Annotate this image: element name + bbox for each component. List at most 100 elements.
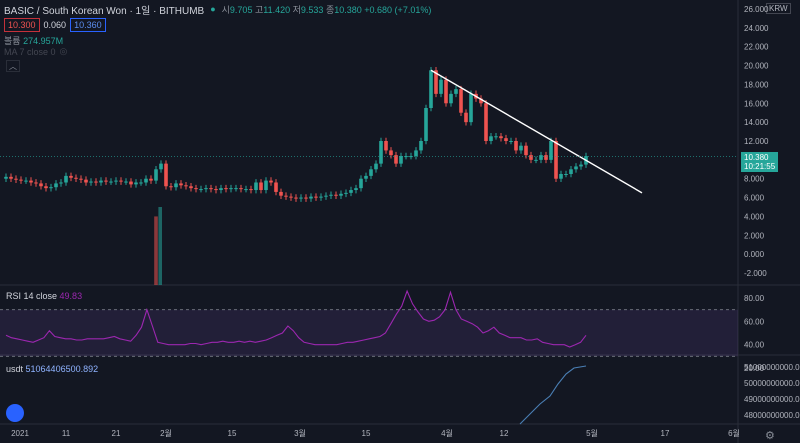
ohlc-readout: 시9.705 고11.420 저9.533 종10.380 +0.680 (+7… [221,4,432,15]
time-tick-label: 2021 [11,429,29,438]
usdt-tick-label: 51000000000.000 [744,363,800,372]
candle-body [24,180,28,182]
candle-body [569,169,573,174]
candle-body [329,194,333,196]
candle-body [374,163,378,170]
candle-body [9,176,13,179]
price-tick-label: 12.000 [744,137,769,146]
candle-body [49,187,53,189]
ma-legend: MA 7 close 0 ◎ [4,46,68,57]
time-tick-label: 12 [500,429,509,438]
settings-gear-icon[interactable]: ⚙ [765,430,775,442]
candle-body [14,178,18,180]
candle-body [504,138,508,141]
rsi-tick-label: 40.00 [744,341,765,350]
candle-body [154,169,158,181]
candle-body [534,159,538,161]
usdt-legend: usdt 51064406500.892 [6,364,99,374]
candle-body [184,185,188,187]
candle-body [69,175,73,178]
candle-body [204,188,208,190]
candle-body [39,183,43,187]
rsi-tick-label: 20.00 [744,364,765,373]
candle-body [539,155,543,160]
candle-body [489,136,493,141]
price-tick-label: 8.000 [744,175,765,184]
price-tick-label: 20.000 [744,62,769,71]
candle-body [519,145,523,151]
candle-body [494,136,498,138]
candle-body [444,79,448,104]
candle-body [294,197,298,199]
price-tick-label: 14.000 [744,118,769,127]
candle-body [44,186,48,189]
candle-body [219,188,223,191]
candle-body [124,181,128,183]
time-tick-label: 21 [112,429,121,438]
time-tick-label: 3월 [294,428,306,438]
time-tick-label: 15 [228,429,237,438]
candle-body [149,178,153,181]
last-price-label: 10.380 10:21:55 [741,152,779,172]
volume-bar [158,207,162,285]
candle-body [144,178,148,183]
candle-body [199,189,203,191]
candle-body [409,156,413,158]
candle-body [64,175,68,183]
candle-body [359,178,363,189]
candle-body [164,163,168,187]
eye-icon[interactable]: ◎ [59,46,68,56]
candle-body [529,155,533,160]
sell-button[interactable]: 10.300 [4,18,40,32]
buy-button[interactable]: 10.360 [70,18,106,32]
candle-body [429,70,433,108]
candle-body [319,196,323,198]
candle-body [514,141,518,151]
candle-body [19,179,23,181]
price-tick-label: 24.000 [744,24,769,33]
price-tick-label: -2.000 [744,269,767,278]
collapse-legend-button[interactable]: ︿ [6,60,20,72]
volume-legend: 볼륨 274.957M [4,36,64,46]
tradingview-logo[interactable] [6,404,24,422]
candle-body [579,164,583,167]
rsi-tick-label: 80.00 [744,294,765,303]
candle-body [114,180,118,182]
candle-body [244,189,248,191]
candle-body [404,156,408,158]
candle-body [384,141,388,151]
candle-body [259,182,263,191]
candle-body [559,174,563,179]
symbol-title[interactable]: BASIC / South Korean Won · 1일 · BITHUMB [4,5,205,17]
candle-body [59,182,63,184]
candle-body [29,180,33,183]
candle-body [54,183,58,188]
time-tick-label: 2월 [160,428,172,438]
candle-body [369,169,373,176]
trendline [430,69,643,194]
candle-body [414,150,418,157]
time-tick-label: 6월 [728,428,740,438]
candle-body [469,93,473,123]
candle-body [159,163,163,170]
candle-body [564,174,568,175]
candle-body [324,195,328,197]
candle-body [299,197,303,199]
price-tick-label: 6.000 [744,194,765,203]
currency-badge[interactable]: KRW [766,3,791,14]
candle-body [74,177,78,179]
candle-body [89,181,93,183]
candle-body [269,180,273,183]
candle-body [349,190,353,193]
candle-body [354,188,358,191]
candle-body [484,103,488,141]
candle-body [304,197,308,199]
usdt-tick-label: 50000000000.000 [744,379,800,388]
candle-body [309,196,313,199]
candle-body [94,181,98,183]
candle-body [284,195,288,197]
price-tick-label: 2.000 [744,231,765,240]
candle-body [449,93,453,104]
candle-body [169,186,173,188]
